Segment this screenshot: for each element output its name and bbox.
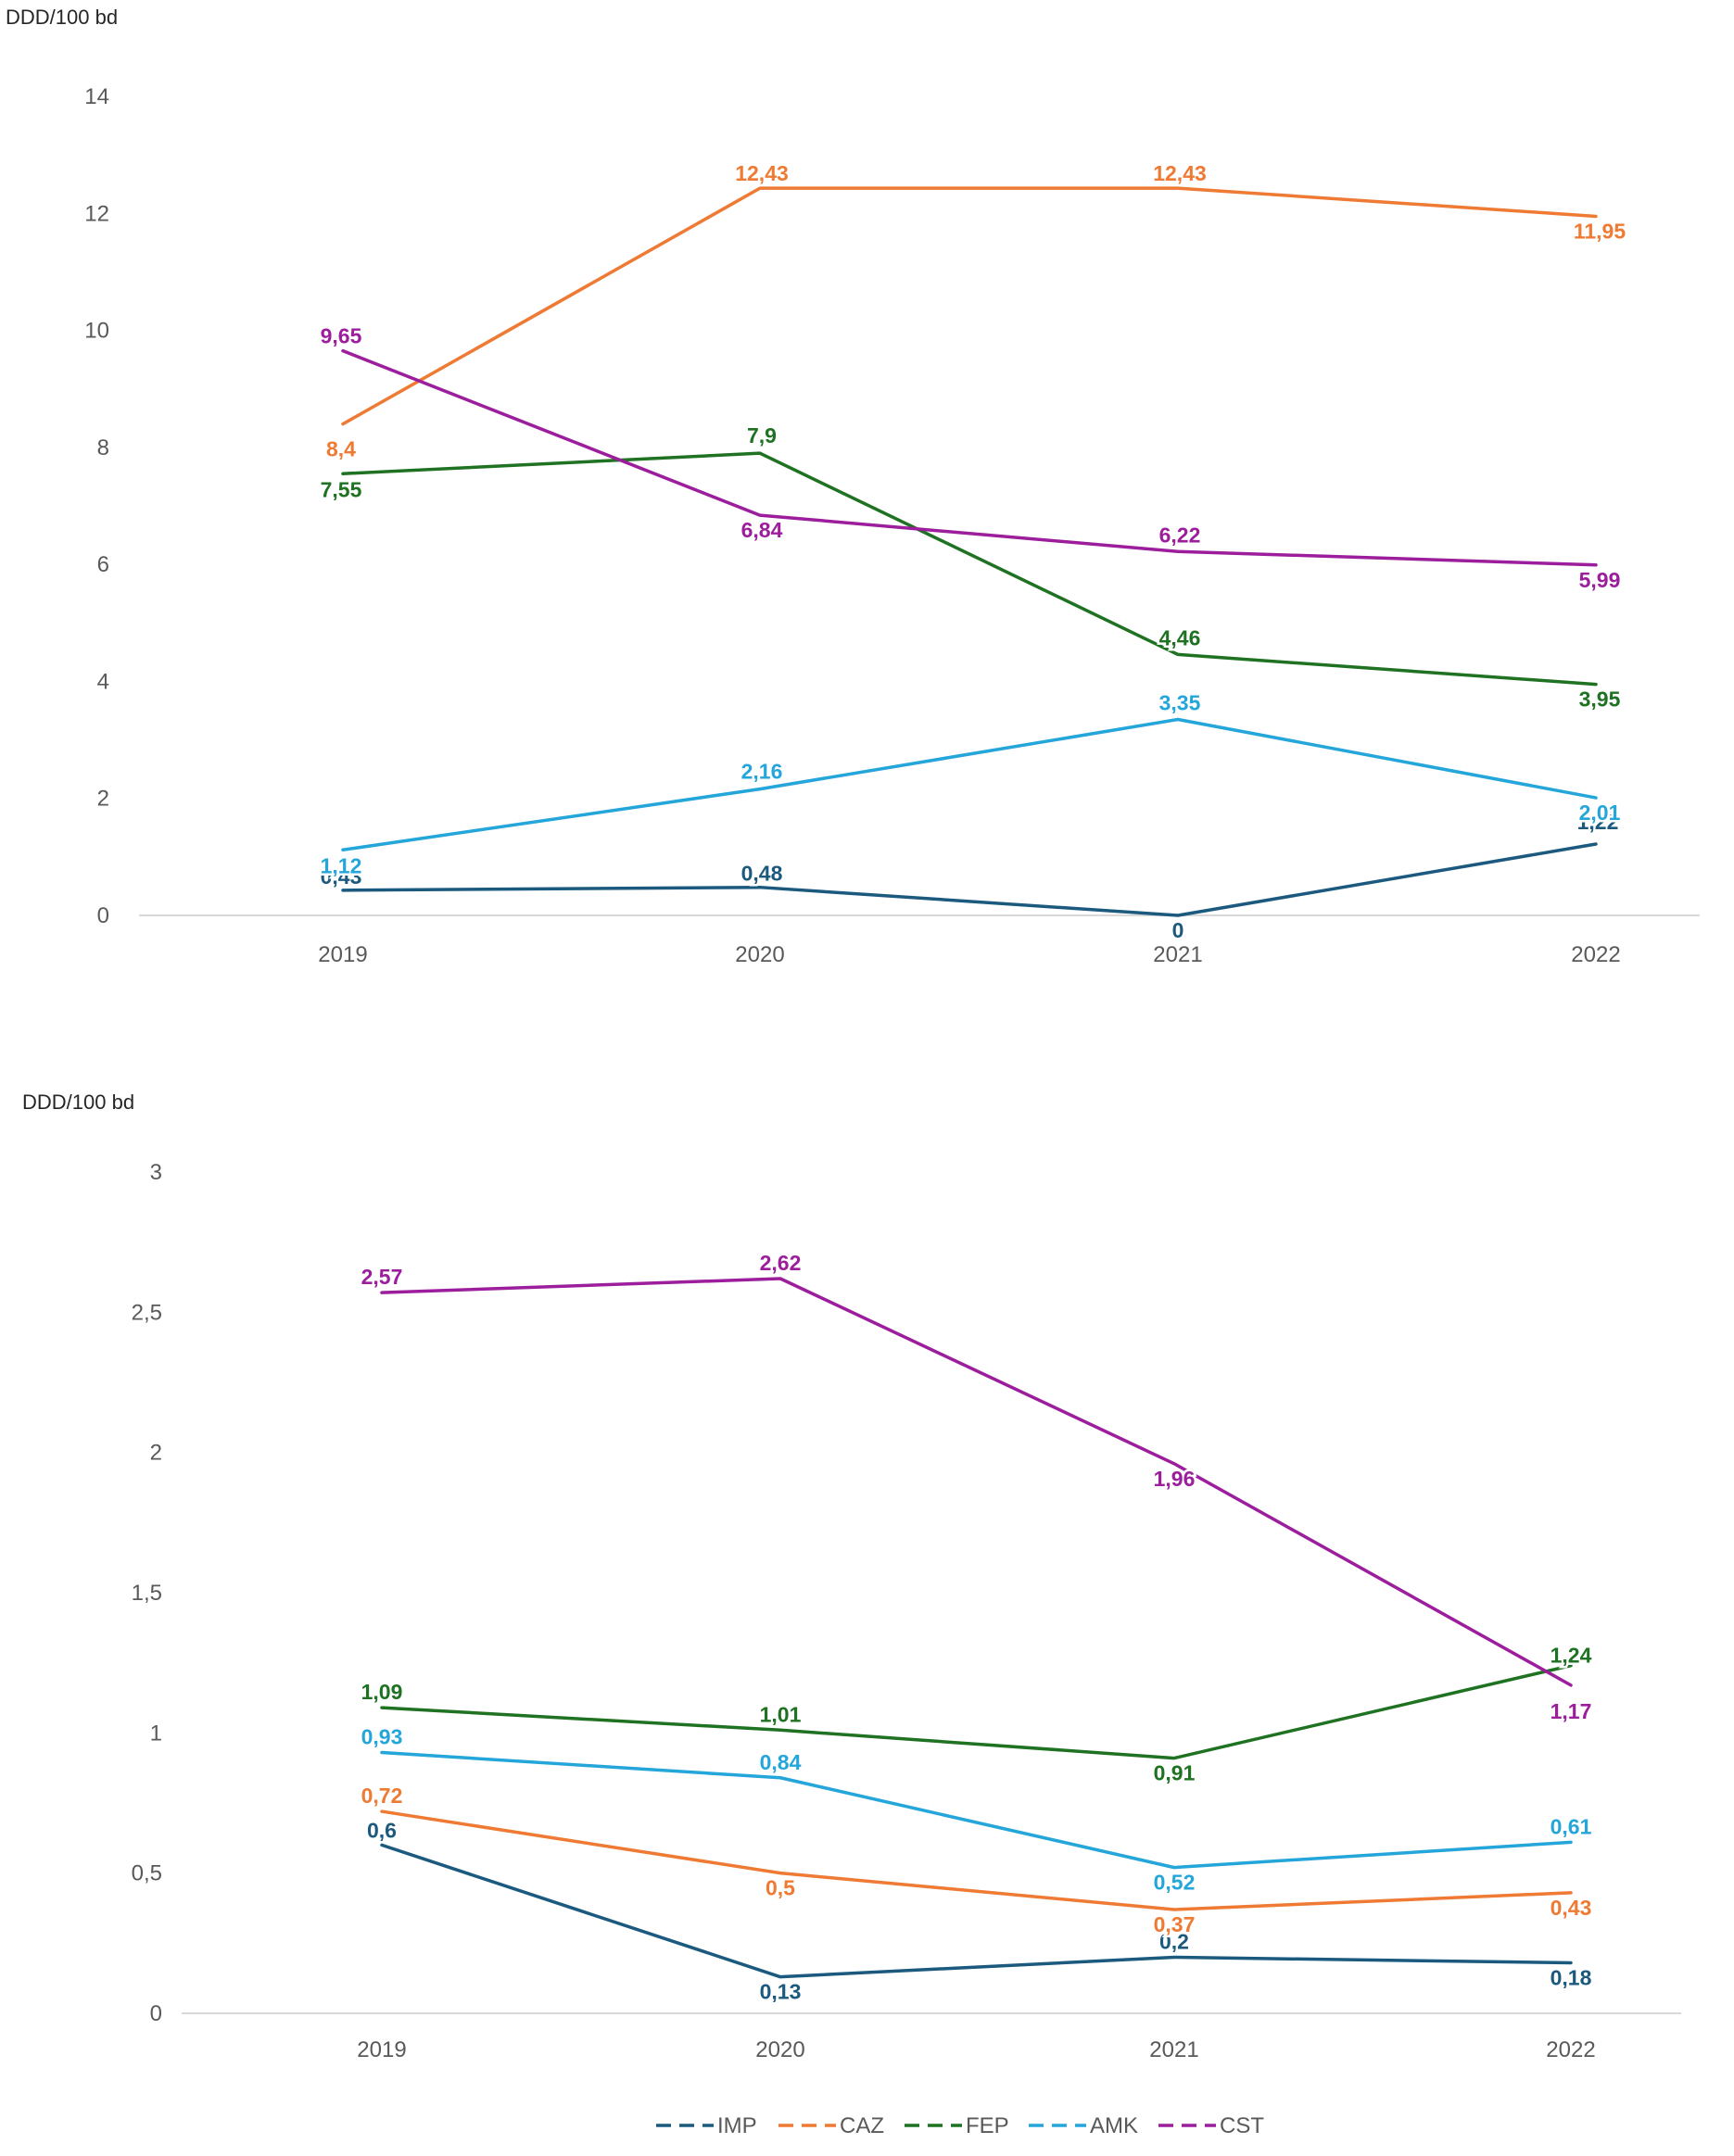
series-line-fep (341, 451, 1598, 687)
data-label-cst: 5,99 (1579, 568, 1621, 592)
data-label-fep: 1,01 (760, 1702, 802, 1726)
data-label-fep: 7,55 (321, 477, 362, 501)
series-line-cst (341, 348, 1598, 567)
legend-label-amk: AMK (1090, 2113, 1138, 2138)
data-label-amk: 0,52 (1154, 1871, 1196, 1895)
x-tick-label: 2020 (755, 2037, 804, 2062)
data-label-cst: 1,17 (1550, 1699, 1592, 1723)
data-label-fep: 1,24 (1550, 1644, 1592, 1668)
data-label-amk: 0,84 (760, 1750, 802, 1774)
data-label-amk: 0,61 (1550, 1814, 1592, 1838)
data-label-cst: 6,84 (741, 518, 783, 542)
legend: IMP CAZ FEP AMK CST (656, 2113, 1264, 2138)
y-tick-label: 2,5 (132, 1300, 162, 1325)
data-label-fep: 4,46 (1159, 625, 1201, 649)
data-label-fep: 1,09 (361, 1680, 403, 1704)
y-axis-unit-label: DDD/100 bd (6, 6, 118, 29)
series-line-caz (341, 186, 1598, 426)
data-label-fep: 3,95 (1579, 687, 1621, 712)
data-label-amk: 0,93 (361, 1725, 403, 1749)
data-label-cst: 2,62 (760, 1251, 802, 1275)
data-label-imp: 0 (1172, 918, 1184, 942)
y-tick-label: 6 (97, 552, 109, 577)
data-label-imp: 0,6 (367, 1818, 397, 1842)
data-label-amk: 3,35 (1159, 690, 1201, 714)
y-tick-label: 0 (150, 2001, 162, 2026)
data-label-cst: 6,22 (1159, 523, 1201, 547)
data-label-imp: 0,18 (1550, 1966, 1592, 1990)
data-label-amk: 2,16 (741, 760, 783, 784)
y-tick-label: 12 (84, 201, 109, 226)
y-tick-label: 3 (150, 1160, 162, 1185)
y-tick-label: 2 (150, 1441, 162, 1466)
y-tick-label: 0,5 (132, 1861, 162, 1886)
data-label-imp: 0,13 (760, 1980, 802, 2004)
data-label-imp: 0,43 (321, 864, 362, 889)
y-tick-label: 4 (97, 669, 109, 694)
data-label-caz: 0,43 (1550, 1896, 1592, 1920)
y-tick-label: 14 (84, 84, 109, 109)
data-label-fep: 0,91 (1154, 1761, 1196, 1785)
x-tick-label: 2022 (1571, 942, 1620, 967)
legend-label-imp: IMP (717, 2113, 757, 2138)
x-tick-label: 2019 (318, 942, 367, 967)
data-label-caz: 12,43 (735, 161, 789, 185)
x-tick-label: 2021 (1149, 2037, 1198, 2062)
series-line-fep (380, 1663, 1573, 1760)
series-line-amk (380, 1750, 1573, 1870)
chart-top: DDD/100 bd 0 2 4 6 8 10 12 14 2019 2020 2021 2022 0,4… (6, 6, 1700, 967)
y-tick-label: 2 (97, 787, 109, 812)
data-label-amk: 2,01 (1579, 801, 1621, 825)
x-tick-label: 2019 (357, 2037, 406, 2062)
y-tick-label: 1,5 (132, 1581, 162, 1606)
data-label-amk: 1,12 (321, 853, 362, 877)
series-line-amk (341, 717, 1598, 852)
data-label-cst: 9,65 (321, 324, 362, 348)
legend-label-cst: CST (1220, 2113, 1264, 2138)
data-label-caz: 0,37 (1154, 1912, 1196, 1936)
y-tick-label: 0 (97, 903, 109, 928)
x-tick-label: 2022 (1546, 2037, 1595, 2062)
data-label-caz: 8,4 (326, 437, 356, 461)
legend-label-caz: CAZ (840, 2113, 884, 2138)
data-label-imp: 0,48 (741, 862, 783, 886)
data-label-caz: 11,95 (1574, 219, 1626, 243)
x-tick-label: 2021 (1153, 942, 1202, 967)
data-label-cst: 1,96 (1154, 1467, 1196, 1491)
legend-label-fep: FEP (966, 2113, 1009, 2138)
x-tick-label: 2020 (735, 942, 784, 967)
data-label-fep: 7,9 (747, 423, 777, 448)
data-label-imp: 0,2 (1159, 1929, 1189, 1953)
y-tick-label: 10 (84, 319, 109, 344)
y-tick-label: 8 (97, 435, 109, 460)
series-line-cst (380, 1277, 1573, 1687)
data-label-caz: 0,5 (766, 1876, 795, 1900)
data-label-imp: 1,22 (1577, 810, 1619, 834)
data-label-cst: 2,57 (361, 1265, 403, 1289)
y-tick-label: 1 (150, 1721, 162, 1746)
y-axis-unit-label: DDD/100 bd (22, 1091, 134, 1114)
data-label-caz: 0,72 (361, 1784, 403, 1808)
chart-bottom: DDD/100 bd 0 0,5 1 1,5 2 2,5 3 2019 2020 2021 2022 0… (22, 1091, 1681, 2062)
data-label-caz: 12,43 (1153, 161, 1207, 185)
series-line-imp (341, 842, 1598, 917)
series-line-caz (380, 1809, 1573, 1911)
series-line-imp (380, 1843, 1573, 1979)
